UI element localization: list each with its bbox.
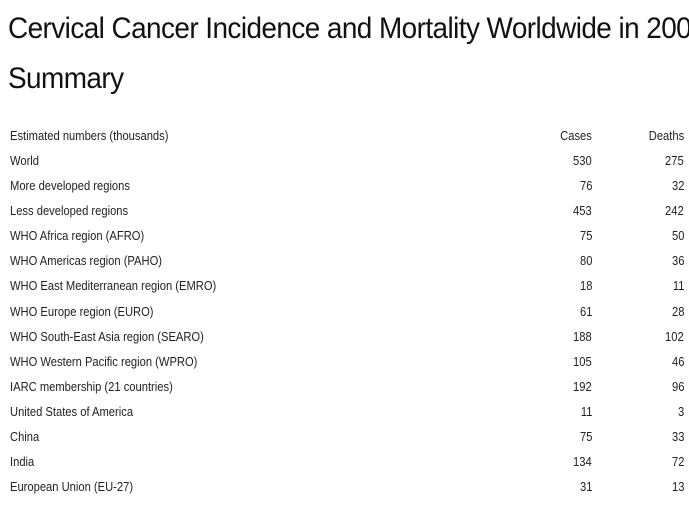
table-row: WHO Africa region (AFRO) 75 50: [10, 223, 686, 248]
header-cases: Cases: [560, 128, 592, 143]
table-row: European Union (EU-27) 31 13: [10, 474, 686, 499]
table-row: WHO South-East Asia region (SEARO) 188 1…: [10, 324, 686, 349]
table-row: IARC membership (21 countries) 192 96: [10, 374, 686, 399]
row-cases: 134: [573, 454, 592, 470]
row-deaths: 33: [671, 429, 684, 445]
row-deaths: 36: [671, 253, 684, 269]
row-label: European Union (EU-27): [10, 479, 134, 495]
title-line-2: Summary: [8, 62, 124, 95]
header-deaths: Deaths: [648, 128, 684, 143]
row-label: United States of America: [10, 403, 134, 419]
row-cases: 61: [579, 303, 592, 319]
row-cases: 80: [579, 253, 592, 269]
statistics-table: Estimated numbers (thousands) Cases Deat…: [10, 124, 686, 499]
row-label: WHO East Mediterranean region (EMRO): [10, 278, 217, 294]
table-row: United States of America 11 3: [10, 399, 686, 424]
title-line-1: Cervical Cancer Incidence and Mortality …: [8, 12, 689, 45]
page-title: Cervical Cancer Incidence and Mortality …: [8, 4, 689, 104]
row-deaths: 102: [665, 328, 684, 344]
row-label: World: [10, 153, 39, 168]
row-cases: 75: [579, 228, 592, 244]
row-deaths: 275: [665, 153, 684, 168]
row-cases: 11: [580, 403, 592, 419]
table-row: India 134 72: [10, 449, 686, 474]
table-row: WHO Western Pacific region (WPRO) 105 46: [10, 349, 686, 374]
row-label: WHO Africa region (AFRO): [10, 228, 145, 244]
row-label: China: [10, 429, 40, 445]
row-deaths: 32: [671, 178, 684, 194]
row-deaths: 13: [671, 479, 684, 495]
row-label: Less developed regions: [10, 203, 129, 219]
header-label: Estimated numbers (thousands): [10, 128, 169, 143]
row-deaths: 28: [671, 303, 684, 319]
row-deaths: 11: [672, 278, 684, 294]
row-deaths: 96: [671, 378, 684, 394]
row-deaths: 242: [665, 203, 684, 219]
table-row: WHO Americas region (PAHO) 80 36: [10, 248, 686, 273]
table-row: World 530 275: [10, 148, 686, 173]
table-header-row: Estimated numbers (thousands) Cases Deat…: [10, 124, 686, 148]
table-row: WHO Europe region (EURO) 61 28: [10, 299, 686, 324]
row-cases: 453: [573, 203, 592, 219]
row-label: WHO Western Pacific region (WPRO): [10, 353, 198, 369]
row-cases: 31: [579, 479, 592, 495]
row-cases: 76: [579, 178, 592, 194]
row-cases: 192: [573, 378, 592, 394]
row-label: More developed regions: [10, 178, 130, 194]
table-row: More developed regions 76 32: [10, 173, 686, 198]
row-label: IARC membership (21 countries): [10, 378, 173, 394]
row-label: India: [10, 454, 35, 470]
row-deaths: 46: [671, 353, 684, 369]
row-cases: 105: [573, 353, 592, 369]
row-label: WHO Europe region (EURO): [10, 303, 154, 319]
table-row: Less developed regions 453 242: [10, 198, 686, 223]
row-cases: 75: [579, 429, 592, 445]
table-row: WHO East Mediterranean region (EMRO) 18 …: [10, 273, 686, 298]
row-deaths: 50: [671, 228, 684, 244]
row-cases: 530: [573, 153, 592, 168]
row-deaths: 72: [671, 454, 684, 470]
row-cases: 18: [579, 278, 592, 294]
table-row: China 75 33: [10, 424, 686, 449]
row-deaths: 3: [677, 403, 684, 419]
row-cases: 188: [573, 328, 592, 344]
row-label: WHO South-East Asia region (SEARO): [10, 328, 204, 344]
row-label: WHO Americas region (PAHO): [10, 253, 163, 269]
